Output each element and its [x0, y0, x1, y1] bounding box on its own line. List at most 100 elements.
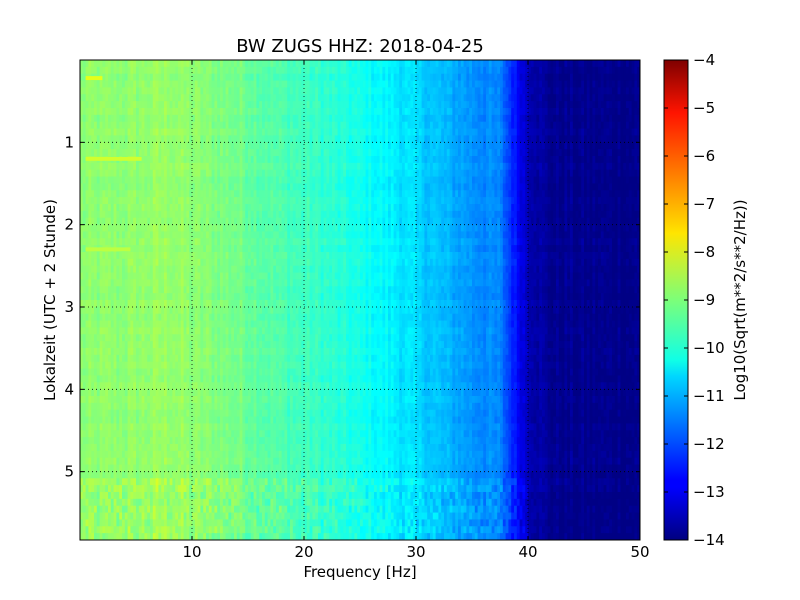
- spectrogram-cell: [418, 169, 423, 178]
- spectrogram-cell: [424, 94, 428, 102]
- spectrogram-cell: [161, 128, 165, 137]
- spectrogram-cell: [514, 73, 518, 82]
- spectrogram-cell: [96, 60, 101, 68]
- spectrogram-cell: [301, 101, 305, 109]
- spectrogram-cell: [542, 224, 546, 233]
- spectrogram-cell: [217, 217, 221, 226]
- spectrogram-cell: [402, 142, 406, 150]
- spectrogram-cell: [550, 204, 554, 212]
- spectrogram-cell: [94, 176, 98, 185]
- spectrogram-cell: [175, 204, 179, 212]
- spectrogram-cell: [119, 217, 123, 226]
- spectrogram-cell: [558, 149, 563, 157]
- spectrogram-cell: [351, 108, 355, 116]
- spectrogram-cell: [606, 210, 610, 219]
- spectrogram-cell: [334, 204, 339, 212]
- spectrogram-cell: [270, 183, 274, 191]
- spectrogram-cell: [460, 87, 465, 95]
- spectrogram-cell: [567, 73, 571, 82]
- spectrogram-cell: [474, 149, 479, 157]
- spectrogram-cell: [480, 210, 484, 219]
- spectrogram-cell: [438, 114, 442, 123]
- spectrogram-cell: [553, 169, 557, 178]
- spectrogram-cell: [259, 142, 263, 150]
- spectrogram-cell: [292, 197, 297, 205]
- spectrogram-cell: [178, 128, 182, 137]
- spectrogram-cell: [178, 210, 182, 219]
- spectrogram-cell: [108, 94, 112, 102]
- spectrogram-cell: [528, 183, 532, 191]
- spectrogram-cell: [376, 135, 381, 143]
- spectrogram-cell: [570, 142, 574, 150]
- spectrogram-cell: [211, 101, 215, 109]
- spectrogram-cell: [623, 183, 627, 191]
- spectrogram-cell: [458, 135, 462, 143]
- spectrogram-cell: [368, 128, 372, 137]
- spectrogram-cell: [214, 60, 218, 68]
- spectrogram-cell: [488, 114, 493, 123]
- spectrogram-cell: [217, 162, 221, 171]
- spectrogram-cell: [603, 204, 607, 212]
- spectrogram-cell: [525, 176, 529, 185]
- spectrogram-cell: [404, 176, 409, 185]
- spectrogram-cell: [542, 114, 546, 123]
- spectrogram-cell: [203, 210, 207, 219]
- spectrogram-cell: [270, 121, 274, 130]
- spectrogram-cell: [320, 80, 325, 89]
- spectrogram-cell: [399, 128, 403, 137]
- spectrogram-cell: [567, 204, 571, 212]
- spectrogram-cell: [432, 135, 437, 143]
- spectrogram-cell: [404, 217, 409, 226]
- spectrogram-cell: [236, 183, 241, 191]
- spectrogram-cell: [318, 176, 322, 185]
- spectrogram-cell: [570, 197, 574, 205]
- spectrogram-cell: [284, 169, 288, 178]
- spectrogram-cell: [575, 60, 579, 68]
- spectrogram-cell: [497, 60, 501, 68]
- spectrogram-cell: [544, 94, 549, 102]
- spectrogram-cell: [256, 142, 260, 150]
- spectrogram-cell: [561, 142, 565, 150]
- spectrogram-cell: [634, 190, 638, 198]
- spectrogram-cell: [368, 169, 372, 178]
- spectrogram-cell: [390, 204, 395, 212]
- spectrogram-cell: [105, 87, 109, 95]
- spectrogram-cell: [413, 169, 417, 178]
- spectrogram-cell: [183, 66, 187, 75]
- spectrogram-cell: [91, 162, 95, 171]
- spectrogram-cell: [312, 94, 316, 102]
- spectrogram-cell: [298, 108, 302, 116]
- spectrogram-cell: [463, 197, 467, 205]
- spectrogram-cell: [309, 204, 313, 212]
- spectrogram-cell: [278, 128, 283, 137]
- spectrogram-cell: [514, 224, 518, 233]
- spectrogram-cell: [332, 210, 336, 219]
- spectrogram-cell: [575, 169, 579, 178]
- spectrogram-cell: [127, 217, 131, 226]
- spectrogram-cell: [253, 73, 257, 82]
- spectrogram-cell: [200, 162, 204, 171]
- spectrogram-cell: [410, 101, 414, 109]
- spectrogram-cell: [248, 197, 252, 205]
- spectrogram-cell: [483, 176, 487, 185]
- spectrogram-cell: [127, 121, 131, 130]
- spectrogram-cell: [376, 60, 381, 68]
- spectrogram-cell: [494, 162, 498, 171]
- spectrogram-cell: [631, 176, 635, 185]
- spectrogram-cell: [301, 87, 305, 95]
- spectrogram-cell: [502, 135, 507, 143]
- spectrogram-cell: [609, 183, 613, 191]
- spectrogram-cell: [455, 114, 459, 123]
- spectrogram-cell: [598, 176, 602, 185]
- spectrogram-cell: [278, 94, 283, 102]
- spectrogram-cell: [253, 60, 257, 68]
- spectrogram-cell: [542, 210, 546, 219]
- spectrogram-cell: [452, 121, 456, 130]
- spectrogram-cell: [486, 149, 490, 157]
- spectrogram-cell: [474, 114, 479, 123]
- spectrogram-cell: [477, 224, 481, 233]
- spectrogram-cell: [178, 60, 182, 68]
- spectrogram-cell: [578, 204, 582, 212]
- spectrogram-cell: [318, 135, 322, 143]
- spectrogram-cell: [264, 87, 269, 95]
